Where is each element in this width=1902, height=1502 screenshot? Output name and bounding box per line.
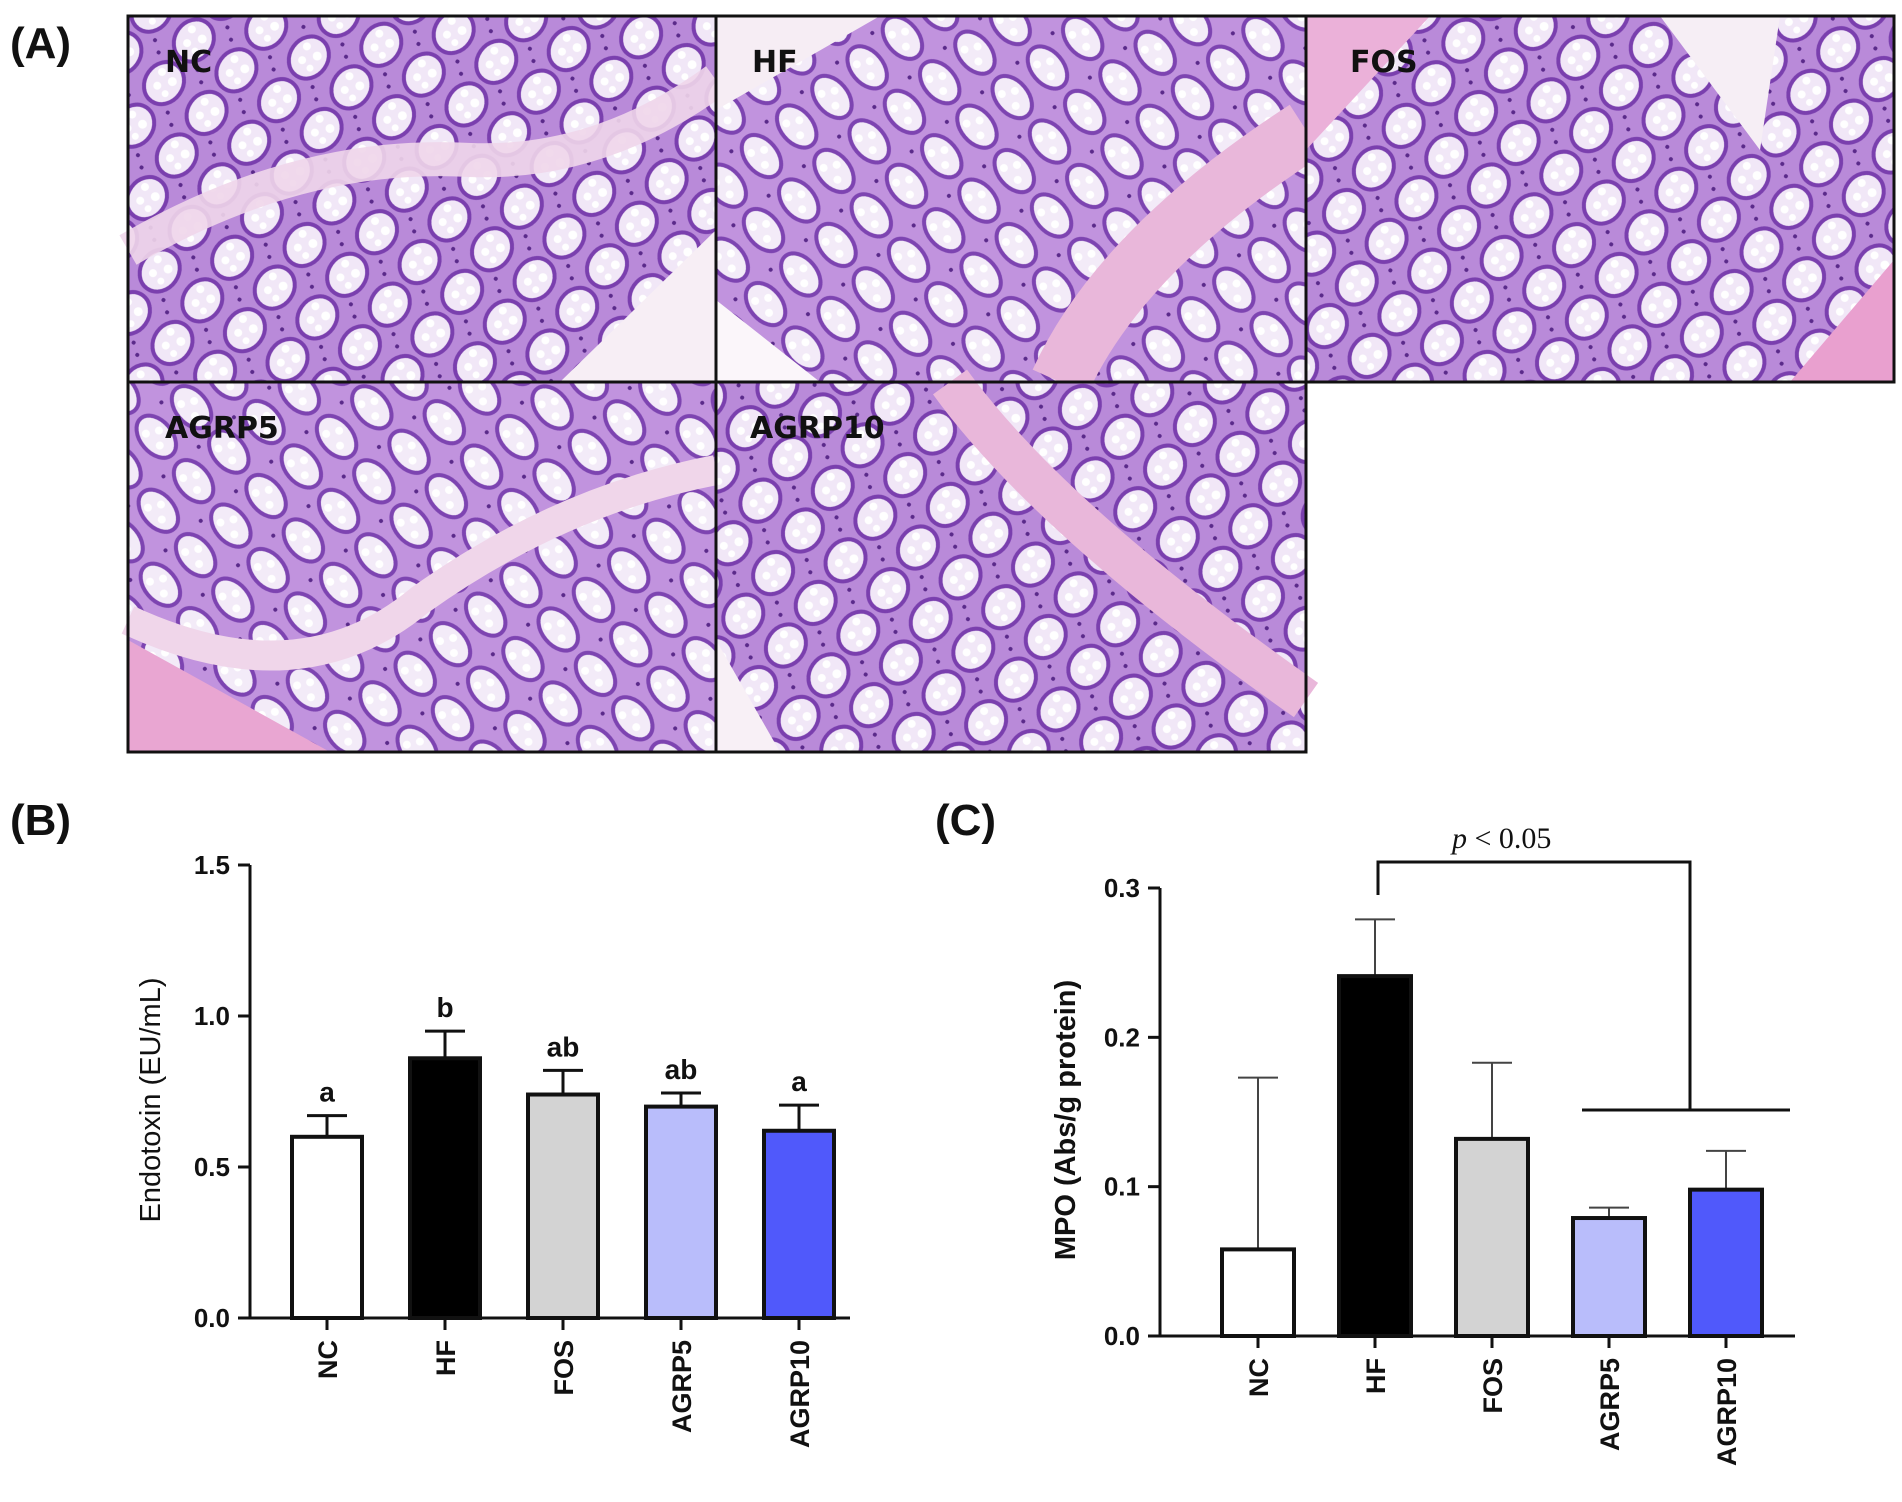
y-tick-label: 0.3 xyxy=(1104,873,1140,903)
significance-letter-agrp5: ab xyxy=(665,1054,698,1085)
y-tick-label: 0.1 xyxy=(1104,1172,1140,1202)
histology-label-hf: HF xyxy=(752,45,798,80)
endotoxin-chart: Endotoxin (EU/mL) 0.0 0.5 1.0 1.5 NC a HF b FOS a… xyxy=(135,850,850,1448)
panel-a-label: (A) xyxy=(10,19,71,68)
histology-label-agrp5: AGRP5 xyxy=(165,411,279,446)
mpo-y-axis-title: MPO (Abs/g protein) xyxy=(1050,980,1082,1260)
y-tick-label: 1.5 xyxy=(194,850,230,880)
mpo-chart: MPO (Abs/g protein) p < 0.05 0.0 0.1 0.2 0.… xyxy=(1050,822,1795,1466)
x-tick-label-fos: FOS xyxy=(549,1340,579,1396)
p-symbol: p xyxy=(1450,822,1467,855)
p-threshold: < 0.05 xyxy=(1467,822,1551,855)
histology-image-fos: FOS xyxy=(1306,16,1894,382)
panel-b-label: (B) xyxy=(10,796,71,845)
x-tick-label-hf: HF xyxy=(1361,1358,1391,1394)
histology-label-agrp10: AGRP10 xyxy=(750,411,885,446)
y-tick-label: 0.0 xyxy=(1104,1321,1140,1351)
x-tick-label-nc: NC xyxy=(1244,1358,1274,1397)
histology-image-agrp10: AGRP10 xyxy=(716,369,1319,752)
bar-nc xyxy=(290,1134,364,1321)
histology-label-nc: NC xyxy=(165,45,212,80)
x-tick-label-fos: FOS xyxy=(1478,1358,1508,1414)
y-tick-label: 0.2 xyxy=(1104,1022,1140,1052)
y-tick-label: 1.0 xyxy=(194,1001,230,1031)
histology-image-hf: HF xyxy=(716,16,1323,395)
y-tick-label: 0.0 xyxy=(194,1303,230,1333)
bar-agrp5 xyxy=(644,1104,718,1320)
y-tick-label: 0.5 xyxy=(194,1152,230,1182)
x-tick-label-nc: NC xyxy=(313,1340,343,1379)
histology-image-agrp5: AGRP5 xyxy=(121,382,719,752)
histology-image-nc: NC xyxy=(119,16,727,382)
x-tick-label-agrp10: AGRP10 xyxy=(785,1340,815,1448)
bar-nc xyxy=(1220,1247,1296,1339)
bar-agrp5 xyxy=(1571,1216,1647,1338)
bar-fos xyxy=(1454,1136,1530,1338)
x-tick-label-hf: HF xyxy=(431,1340,461,1376)
significance-letter-fos: ab xyxy=(547,1031,580,1062)
bar-agrp10 xyxy=(762,1128,836,1321)
bar-fos xyxy=(526,1092,600,1321)
bar-agrp10 xyxy=(1688,1187,1764,1338)
endotoxin-y-axis-title: Endotoxin (EU/mL) xyxy=(135,978,167,1223)
significance-letter-nc: a xyxy=(319,1077,335,1108)
panel-c-label: (C) xyxy=(935,796,996,845)
x-tick-label-agrp5: AGRP5 xyxy=(667,1340,697,1433)
x-tick-label-agrp5: AGRP5 xyxy=(1595,1358,1625,1451)
histology-label-fos: FOS xyxy=(1350,45,1418,80)
histology-borders xyxy=(126,14,1896,754)
significance-letter-agrp10: a xyxy=(791,1066,807,1097)
significance-bracket: p < 0.05 xyxy=(1376,822,1790,1112)
p-value-annotation: p < 0.05 xyxy=(1450,822,1551,855)
bar-hf xyxy=(1337,974,1413,1339)
x-tick-label-agrp10: AGRP10 xyxy=(1712,1358,1742,1466)
bracket-line xyxy=(1376,860,1692,1110)
bar-hf xyxy=(408,1056,482,1321)
histology-grid: NC HF FOS AGRP5 AGRP10 xyxy=(119,14,1896,754)
significance-letter-hf: b xyxy=(436,992,453,1023)
